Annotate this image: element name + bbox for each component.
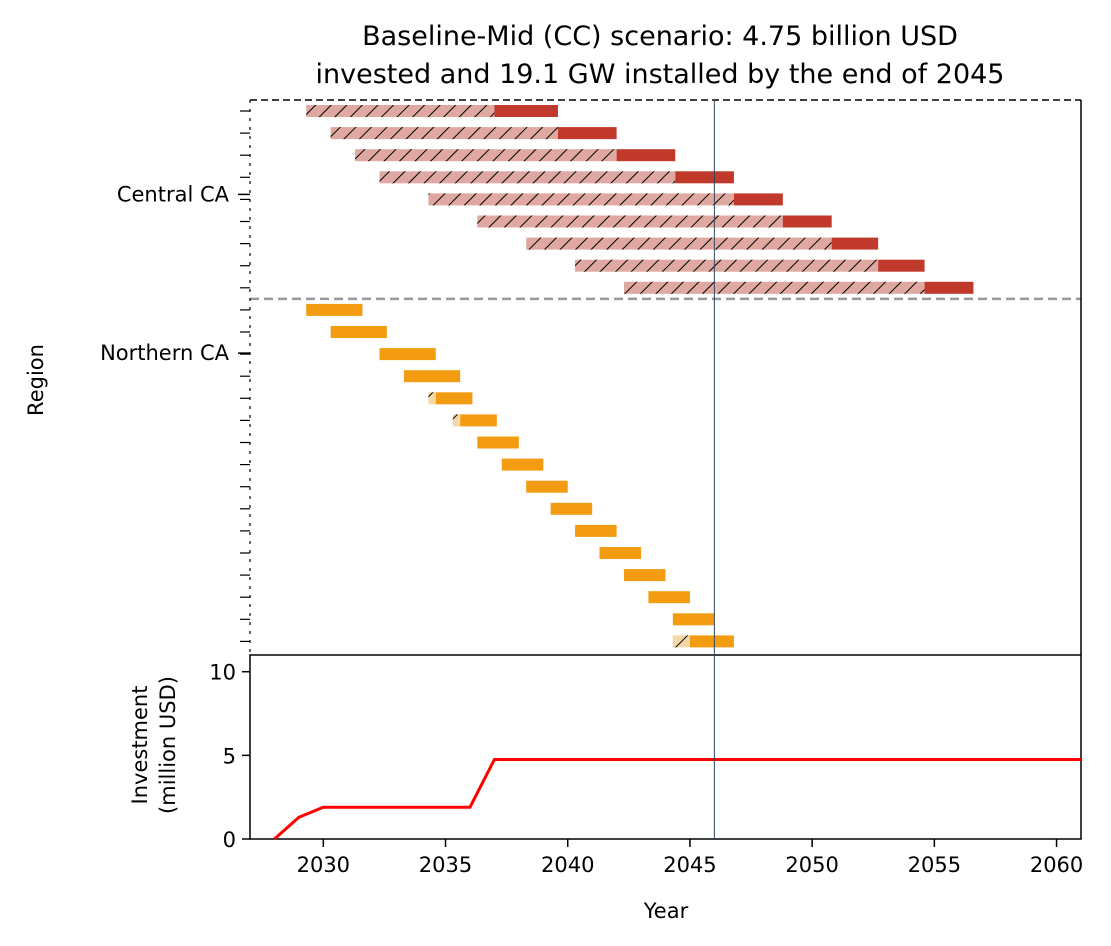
investment-panel: 0 5 10 2030 2035 2040 2045 2050 2055 2060 bbox=[209, 100, 1083, 877]
central-ca-project-5-operate-bar bbox=[733, 193, 783, 206]
northern-ca-project-5-build-hatch bbox=[428, 392, 436, 405]
chart-title-line-2: invested and 19.1 GW installed by the en… bbox=[316, 59, 1005, 90]
northern-ca-project-3-operate-bar bbox=[379, 348, 436, 361]
x-tick-label: 2045 bbox=[663, 853, 716, 877]
y-tick-label: 5 bbox=[223, 744, 236, 768]
central-ca-project-9-build-hatch bbox=[623, 281, 925, 294]
x-tick-label: 2035 bbox=[419, 853, 472, 877]
y-axis-label-region: Region bbox=[24, 344, 48, 416]
central-ca-project-1-build-hatch bbox=[306, 105, 495, 117]
central-ca-project-6-build-hatch bbox=[477, 215, 783, 228]
northern-ca-project-9-operate-bar bbox=[526, 480, 568, 493]
y-tick-label: 10 bbox=[209, 661, 236, 685]
northern-ca-project-13-operate-bar bbox=[623, 569, 666, 582]
y-axis-label-investment-line-1: Investment bbox=[128, 686, 152, 805]
central-ca-project-9-operate-bar bbox=[924, 281, 974, 294]
y-tick-label-central-ca: Central CA bbox=[117, 182, 230, 206]
northern-ca-project-5-operate-bar bbox=[435, 392, 473, 405]
northern-ca-project-1-operate-bar bbox=[306, 303, 363, 316]
northern-ca-project-15-operate-bar bbox=[672, 613, 715, 626]
northern-ca-project-12-operate-bar bbox=[599, 547, 642, 559]
northern-ca-project-10-operate-bar bbox=[550, 502, 593, 515]
gantt-panel: Central CA Northern CA bbox=[100, 99, 1082, 655]
northern-ca-project-11-operate-bar bbox=[575, 524, 617, 537]
central-ca-project-2-operate-bar bbox=[557, 127, 617, 140]
investment-frame bbox=[249, 654, 1082, 840]
central-ca-project-4-operate-bar bbox=[675, 171, 734, 184]
central-ca-project-3-operate-bar bbox=[616, 149, 676, 162]
central-ca-project-7-operate-bar bbox=[831, 237, 879, 250]
northern-ca-project-16-build-hatch bbox=[672, 635, 690, 648]
central-ca-project-8-build-hatch bbox=[575, 259, 879, 272]
central-ca-project-6-operate-bar bbox=[782, 215, 832, 228]
y-tick-label: 0 bbox=[223, 828, 236, 852]
central-ca-project-4-build-hatch bbox=[379, 171, 676, 184]
northern-ca-project-16-operate-bar bbox=[689, 635, 734, 648]
central-ca-project-2-build-hatch bbox=[330, 127, 558, 140]
x-tick-label: 2050 bbox=[785, 853, 838, 877]
central-ca-project-8-operate-bar bbox=[878, 259, 925, 272]
y-axis-label-investment-line-2: (million USD) bbox=[156, 676, 180, 814]
central-ca-project-5-build-hatch bbox=[428, 193, 734, 206]
x-axis-label: Year bbox=[643, 899, 689, 923]
northern-ca-project-2-operate-bar bbox=[330, 326, 387, 338]
x-tick-label: 2040 bbox=[541, 853, 594, 877]
northern-ca-project-6-operate-bar bbox=[460, 414, 497, 427]
x-tick-label: 2055 bbox=[908, 853, 961, 877]
northern-ca-project-14-operate-bar bbox=[648, 591, 690, 604]
northern-ca-project-8-operate-bar bbox=[501, 458, 544, 471]
investment-line bbox=[273, 758, 1081, 841]
northern-ca-project-4-operate-bar bbox=[403, 370, 461, 383]
y-tick-label-northern-ca: Northern CA bbox=[100, 341, 230, 365]
chart-title-line-1: Baseline-Mid (CC) scenario: 4.75 billion… bbox=[362, 21, 958, 52]
x-tick-label: 2030 bbox=[297, 853, 350, 877]
northern-ca-project-6-build-hatch bbox=[452, 414, 461, 427]
central-ca-project-3-build-hatch bbox=[355, 149, 617, 162]
x-tick-label: 2060 bbox=[1030, 853, 1083, 877]
northern-ca-project-7-operate-bar bbox=[477, 436, 519, 449]
central-ca-project-7-build-hatch bbox=[526, 237, 832, 250]
central-ca-project-1-operate-bar bbox=[494, 105, 558, 117]
